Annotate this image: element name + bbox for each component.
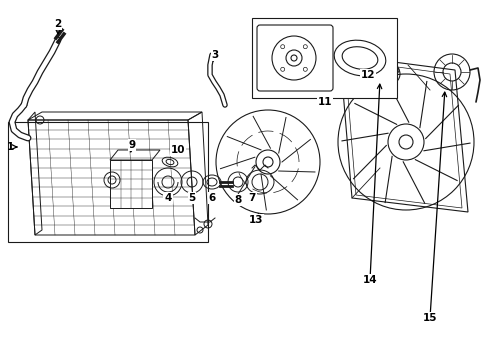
Text: 4: 4	[164, 193, 171, 203]
Text: 14: 14	[363, 275, 377, 285]
Text: 12: 12	[361, 70, 375, 80]
Bar	[252, 18, 397, 98]
Bar	[110, 160, 152, 208]
Text: 10: 10	[171, 145, 185, 155]
Text: 6: 6	[208, 193, 216, 203]
Text: 11: 11	[318, 97, 332, 107]
Text: 15: 15	[423, 313, 437, 323]
Bar	[8, 122, 208, 242]
Text: 13: 13	[249, 215, 263, 225]
Text: 8: 8	[234, 195, 242, 205]
Text: 3: 3	[211, 50, 219, 60]
Text: 9: 9	[128, 140, 136, 150]
Text: 5: 5	[188, 193, 196, 203]
Text: 1: 1	[6, 142, 14, 152]
Text: 2: 2	[54, 19, 62, 29]
Text: 7: 7	[248, 193, 256, 203]
